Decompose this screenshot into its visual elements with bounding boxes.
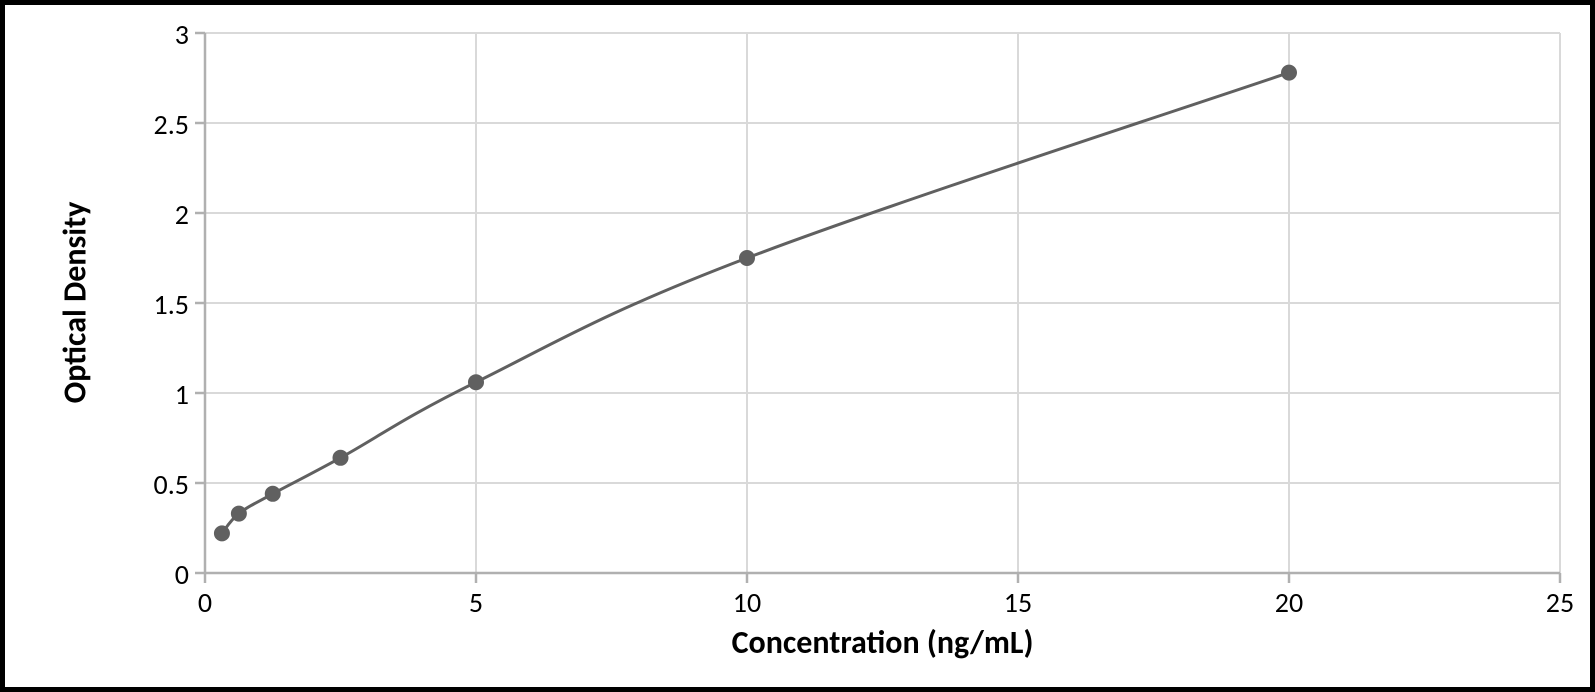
data-point [740, 251, 755, 266]
data-point [1282, 65, 1297, 80]
data-point [333, 450, 348, 465]
x-tick-label: 20 [1259, 585, 1319, 620]
data-point [265, 486, 280, 501]
x-tick-label: 25 [1530, 585, 1590, 620]
y-tick-label: 2.5 [154, 107, 189, 142]
y-tick-label: 1 [175, 377, 189, 412]
y-axis-label: Optical Density [56, 33, 95, 573]
x-axis-label: Concentration (ng/mL) [205, 623, 1560, 662]
chart-frame: Optical Density Concentration (ng/mL) 0 5… [0, 0, 1595, 692]
x-tick-label: 5 [446, 585, 506, 620]
y-tick-label: 0 [175, 557, 189, 592]
y-tick-label: 3 [175, 17, 189, 52]
y-tick-label: 0.5 [154, 467, 189, 502]
data-point [469, 375, 484, 390]
chart-svg [5, 5, 1590, 687]
x-tick-label: 15 [988, 585, 1048, 620]
data-point [231, 506, 246, 521]
data-point [214, 526, 229, 541]
x-tick-label: 10 [717, 585, 777, 620]
y-tick-label: 2 [175, 197, 189, 232]
y-tick-label: 1.5 [154, 287, 189, 322]
